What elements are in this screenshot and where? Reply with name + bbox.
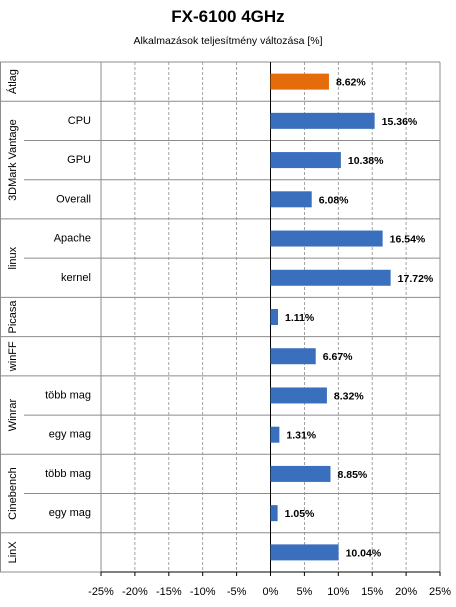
- bar: [270, 348, 316, 365]
- x-tick-label: 20%: [395, 586, 417, 598]
- bar: [270, 152, 341, 169]
- x-tick-label: 15%: [361, 586, 383, 598]
- x-tick-label: -15%: [156, 586, 182, 598]
- bar-value-label: 8.62%: [336, 77, 366, 89]
- bars: 8.62% 15.36% 10.38% 6.08% 16.54% 17.72% 1.11% 6…: [270, 73, 434, 561]
- chart-title: FX-6100 4GHz: [171, 7, 284, 26]
- x-tick-label: -5%: [227, 586, 247, 598]
- row-label: GPU: [67, 154, 91, 166]
- x-axis-ticks: -25% -20% -15% -10% -5% 0% 5% 10% 15% 20% 25%: [88, 586, 451, 598]
- bar-value-label: 1.05%: [285, 508, 315, 520]
- group-label: Picasa: [7, 300, 19, 334]
- bar: [270, 465, 331, 482]
- bar: [270, 269, 391, 286]
- bar: [270, 309, 279, 325]
- bar-value-label: 17.72%: [398, 273, 434, 285]
- bar: [270, 387, 327, 404]
- row-label: Overall: [56, 193, 91, 205]
- row-label: CPU: [68, 115, 91, 127]
- bar-value-label: 6.67%: [323, 351, 353, 363]
- bar-value-label: 10.04%: [346, 547, 382, 559]
- row-label: egy mag: [49, 429, 91, 441]
- bar-value-label: 15.36%: [382, 116, 418, 128]
- row-label: egy mag: [49, 507, 91, 519]
- bar-value-label: 8.32%: [334, 390, 364, 402]
- bar-value-label: 1.31%: [286, 430, 316, 442]
- x-tick-label: 5%: [296, 586, 312, 598]
- bar-value-label: 10.38%: [348, 155, 384, 167]
- bar: [270, 426, 280, 443]
- group-label: Winrar: [7, 399, 19, 432]
- row-label: kernel: [61, 272, 91, 284]
- bar: [270, 230, 383, 247]
- bar: [270, 505, 278, 522]
- category-labels: Átlag 3DMark Vantage linux Picasa winFF Winra…: [6, 69, 91, 563]
- x-tick-label: 0%: [263, 586, 279, 598]
- x-tick-label: 25%: [429, 586, 451, 598]
- bar: [270, 112, 375, 129]
- group-label: LinX: [7, 541, 19, 564]
- category-frame: [0, 61, 441, 576]
- bar-value-label: 6.08%: [319, 194, 349, 206]
- group-label: Cinebench: [7, 467, 19, 520]
- row-label: Apache: [54, 233, 91, 245]
- group-label: linux: [7, 246, 19, 269]
- x-tick-label: -20%: [122, 586, 148, 598]
- bar-value-label: 8.85%: [338, 469, 368, 481]
- x-tick-label: 10%: [327, 586, 349, 598]
- x-tick-label: -10%: [190, 586, 216, 598]
- x-tick-label: -25%: [88, 586, 114, 598]
- group-label: 3DMark Vantage: [7, 119, 19, 201]
- row-label: több mag: [45, 389, 91, 401]
- bar: [270, 73, 329, 90]
- row-label: több mag: [45, 468, 91, 480]
- bar-value-label: 1.11%: [285, 312, 315, 324]
- group-label: Átlag: [6, 69, 19, 94]
- group-label: winFF: [7, 341, 19, 372]
- chart-subtitle: Alkalmazások teljesítmény változása [%]: [133, 35, 322, 47]
- bar-value-label: 16.54%: [390, 234, 426, 246]
- bar: [270, 544, 339, 561]
- bar: [270, 191, 312, 208]
